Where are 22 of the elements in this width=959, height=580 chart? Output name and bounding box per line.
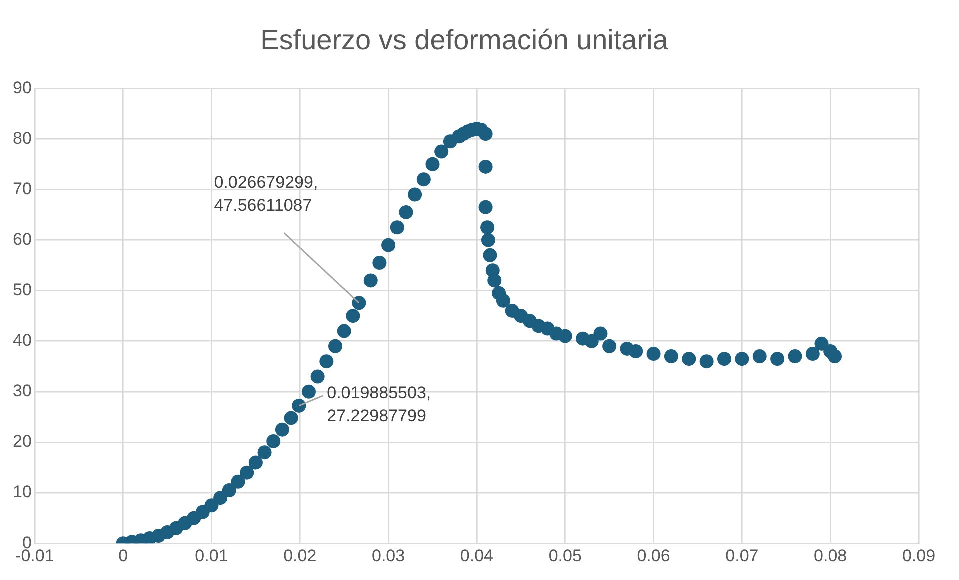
x-tick-label: 0.05 xyxy=(548,546,582,566)
x-tick-label: 0.07 xyxy=(726,546,759,566)
y-tick-label: 90 xyxy=(12,78,32,98)
y-tick-label: 20 xyxy=(12,432,32,452)
y-tick-label: 80 xyxy=(12,128,32,148)
y-tick-label: 30 xyxy=(12,382,32,401)
x-tick-label: 0.08 xyxy=(814,546,848,566)
x-tick-label: 0.02 xyxy=(284,546,317,566)
x-tick-label: 0.06 xyxy=(637,546,670,566)
y-tick-label: 10 xyxy=(12,482,32,502)
x-tick-label: 0.01 xyxy=(195,546,228,566)
y-tick-label: 70 xyxy=(12,179,32,198)
annotation: 0.019885503, 27.22987799 xyxy=(327,384,432,426)
x-tick-label: 0.09 xyxy=(902,546,936,566)
y-tick-label: 50 xyxy=(12,280,32,300)
annotation: 0.026679299, 47.56611087 xyxy=(214,172,318,215)
y-tick-label: 40 xyxy=(12,331,32,350)
y-tick-label: 60 xyxy=(12,230,32,249)
x-tick-label: 0.03 xyxy=(372,546,406,566)
chart-title: Esfuerzo vs deformación unitaria xyxy=(260,24,669,56)
x-tick-label: 0 xyxy=(118,546,128,566)
x-tick-label: 0.04 xyxy=(460,546,494,566)
